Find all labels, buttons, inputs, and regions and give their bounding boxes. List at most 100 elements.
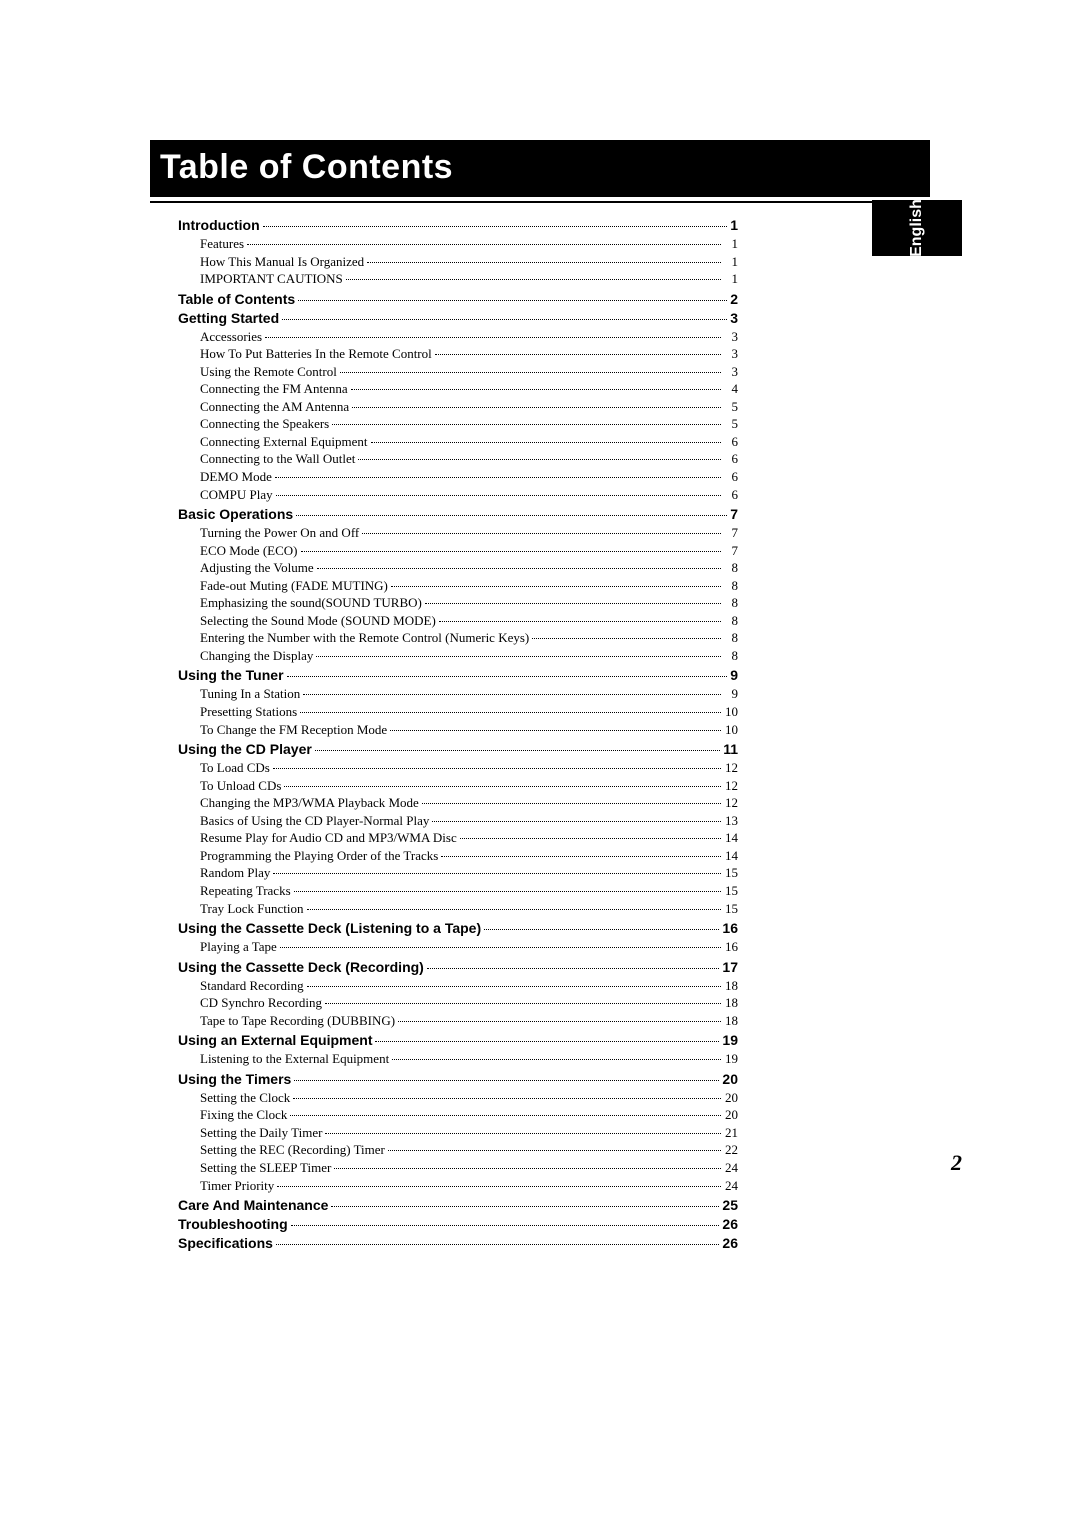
toc-leader bbox=[351, 389, 721, 390]
toc-section: Using the Cassette Deck (Listening to a … bbox=[178, 920, 738, 936]
toc-item-title: Playing a Tape bbox=[200, 938, 277, 956]
toc-item: Repeating Tracks 15 bbox=[178, 882, 738, 900]
language-tab: English bbox=[872, 200, 962, 256]
toc-item: To Change the FM Reception Mode 10 bbox=[178, 721, 738, 739]
toc-leader bbox=[315, 750, 720, 751]
toc-item-title: Changing the MP3/WMA Playback Mode bbox=[200, 794, 419, 812]
toc-leader bbox=[331, 1206, 719, 1207]
toc-section-title: Using the Timers bbox=[178, 1071, 291, 1087]
toc-item-title: Programming the Playing Order of the Tra… bbox=[200, 847, 438, 865]
toc-item: Connecting External Equipment 6 bbox=[178, 433, 738, 451]
toc-item: Connecting the AM Antenna 5 bbox=[178, 398, 738, 416]
toc-section: Using the Tuner 9 bbox=[178, 667, 738, 683]
toc-item-page: 6 bbox=[724, 433, 738, 451]
toc-item-title: DEMO Mode bbox=[200, 468, 272, 486]
toc-item-page: 12 bbox=[724, 777, 738, 795]
toc-section-page: 7 bbox=[730, 506, 738, 522]
toc-section-page: 11 bbox=[723, 741, 738, 757]
toc-item-title: Changing the Display bbox=[200, 647, 313, 665]
toc-item-title: Fixing the Clock bbox=[200, 1106, 287, 1124]
toc-leader bbox=[276, 1244, 720, 1245]
toc-item-title: Setting the SLEEP Timer bbox=[200, 1159, 331, 1177]
toc-item-page: 18 bbox=[724, 977, 738, 995]
toc-item-title: Entering the Number with the Remote Cont… bbox=[200, 629, 529, 647]
toc-item-title: Using the Remote Control bbox=[200, 363, 337, 381]
toc-item: How To Put Batteries In the Remote Contr… bbox=[178, 345, 738, 363]
toc-leader bbox=[371, 442, 721, 443]
toc-section-title: Using the Tuner bbox=[178, 667, 284, 683]
toc-item: Changing the Display 8 bbox=[178, 647, 738, 665]
toc-item-page: 12 bbox=[724, 794, 738, 812]
toc-leader bbox=[277, 1186, 721, 1187]
toc-section-page: 26 bbox=[722, 1235, 738, 1251]
toc-item-page: 4 bbox=[724, 380, 738, 398]
toc-section: Using the Cassette Deck (Recording)17 bbox=[178, 959, 738, 975]
toc-section-page: 3 bbox=[730, 310, 738, 326]
toc-item-title: Accessories bbox=[200, 328, 262, 346]
page-number: 2 bbox=[951, 1150, 962, 1176]
toc-leader bbox=[346, 279, 721, 280]
toc-section-page: 19 bbox=[722, 1032, 738, 1048]
toc-section: Using the CD Player11 bbox=[178, 741, 738, 757]
toc-item: Tape to Tape Recording (DUBBING) 18 bbox=[178, 1012, 738, 1030]
toc-leader bbox=[273, 873, 721, 874]
toc-item-page: 8 bbox=[724, 629, 738, 647]
toc-leader bbox=[276, 495, 721, 496]
toc-item-page: 15 bbox=[724, 864, 738, 882]
toc-section-page: 9 bbox=[730, 667, 738, 683]
toc-item: Random Play 15 bbox=[178, 864, 738, 882]
toc-item-page: 13 bbox=[724, 812, 738, 830]
toc-item: Connecting the FM Antenna 4 bbox=[178, 380, 738, 398]
toc-leader bbox=[317, 568, 721, 569]
toc-leader bbox=[263, 226, 728, 227]
toc-item-page: 24 bbox=[724, 1177, 738, 1195]
toc-item-title: How This Manual Is Organized bbox=[200, 253, 364, 271]
toc-item: Standard Recording 18 bbox=[178, 977, 738, 995]
toc-item-page: 15 bbox=[724, 900, 738, 918]
toc-item: Turning the Power On and Off 7 bbox=[178, 524, 738, 542]
toc-leader bbox=[362, 533, 721, 534]
toc-section-page: 25 bbox=[722, 1197, 738, 1213]
toc-section-title: Table of Contents bbox=[178, 291, 295, 307]
toc-item-page: 5 bbox=[724, 415, 738, 433]
toc-leader bbox=[388, 1150, 721, 1151]
toc-item: Listening to the External Equipment 19 bbox=[178, 1050, 738, 1068]
toc-leader bbox=[291, 1225, 720, 1226]
toc-item-page: 19 bbox=[724, 1050, 738, 1068]
toc-leader bbox=[332, 424, 721, 425]
toc-item-page: 20 bbox=[724, 1106, 738, 1124]
toc-leader bbox=[298, 300, 727, 301]
toc-item-page: 3 bbox=[724, 328, 738, 346]
toc-item: Fade-out Muting (FADE MUTING) 8 bbox=[178, 577, 738, 595]
toc-item: Selecting the Sound Mode (SOUND MODE) 8 bbox=[178, 612, 738, 630]
toc-leader bbox=[301, 551, 722, 552]
toc-leader bbox=[435, 354, 721, 355]
toc-item-page: 14 bbox=[724, 829, 738, 847]
toc-leader bbox=[427, 968, 720, 969]
toc-item-title: To Unload CDs bbox=[200, 777, 281, 795]
toc-item: Features 1 bbox=[178, 235, 738, 253]
toc-item: How This Manual Is Organized 1 bbox=[178, 253, 738, 271]
toc-item-title: To Change the FM Reception Mode bbox=[200, 721, 387, 739]
toc-item-title: Presetting Stations bbox=[200, 703, 297, 721]
toc-item: Setting the Daily Timer 21 bbox=[178, 1124, 738, 1142]
toc-item-title: Setting the Clock bbox=[200, 1089, 290, 1107]
toc-leader bbox=[390, 730, 721, 731]
toc-leader bbox=[284, 786, 721, 787]
toc-item-title: Features bbox=[200, 235, 244, 253]
toc-item: To Load CDs 12 bbox=[178, 759, 738, 777]
toc-item-page: 6 bbox=[724, 450, 738, 468]
toc-leader bbox=[439, 621, 721, 622]
toc-item-page: 20 bbox=[724, 1089, 738, 1107]
page-title: Table of Contents bbox=[150, 140, 930, 197]
toc-leader bbox=[293, 1098, 721, 1099]
toc-item: ECO Mode (ECO) 7 bbox=[178, 542, 738, 560]
toc-leader bbox=[325, 1133, 721, 1134]
toc-section: Troubleshooting26 bbox=[178, 1216, 738, 1232]
toc-leader bbox=[307, 909, 721, 910]
toc-item: Connecting the Speakers 5 bbox=[178, 415, 738, 433]
toc-leader bbox=[316, 656, 721, 657]
toc-leader bbox=[303, 694, 721, 695]
toc-section: Introduction1 bbox=[178, 217, 738, 233]
toc-leader bbox=[275, 477, 721, 478]
